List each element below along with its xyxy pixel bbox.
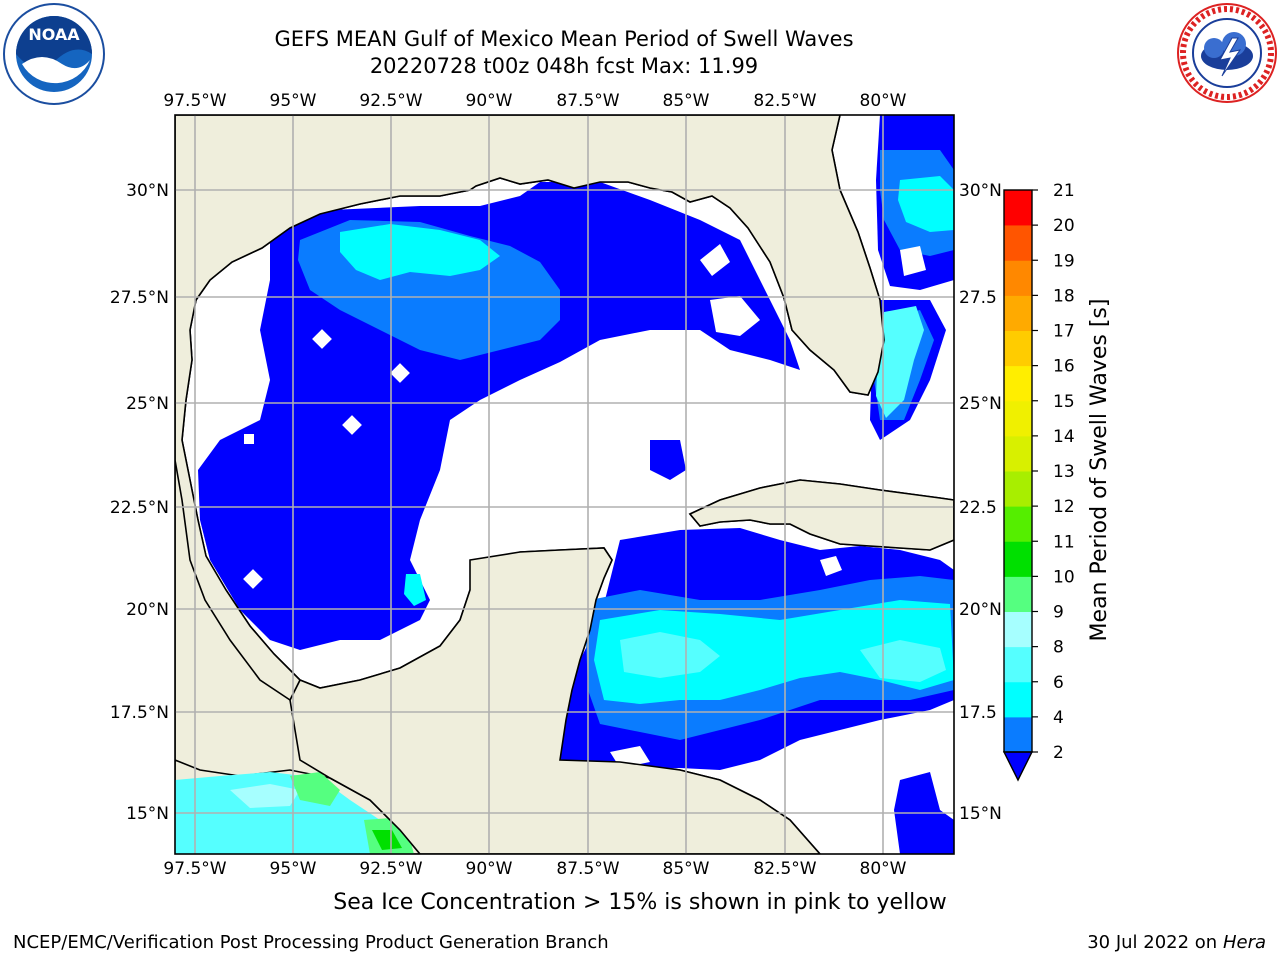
lon-label: 97.5°W [163, 859, 226, 879]
sea-ice-note: Sea Ice Concentration > 15% is shown in … [333, 890, 947, 915]
chart-title: GEFS MEAN Gulf of Mexico Mean Period of … [274, 27, 854, 51]
lat-label: 20°N [959, 600, 1002, 620]
lon-label: 82.5°W [753, 91, 816, 111]
colorbar-bin [1004, 225, 1032, 261]
lat-label: 15°N [959, 804, 1002, 824]
lon-labels-bottom: 97.5°W 95°W 92.5°W 90°W 87.5°W 85°W 82.5… [163, 859, 906, 879]
colorbar-tick-label: 8 [1053, 638, 1064, 658]
lat-label: 30°N [126, 181, 169, 201]
lon-label: 90°W [466, 859, 513, 879]
lat-label: 17.5 [959, 703, 997, 723]
lon-label: 85°W [663, 91, 710, 111]
svg-text:NOAA: NOAA [28, 25, 80, 44]
footer-host: Hera [1222, 932, 1266, 953]
colorbar-tick-label: 15 [1053, 392, 1075, 412]
national-weather-service-logo [1177, 3, 1277, 103]
colorbar-bin [1004, 365, 1032, 402]
lon-label: 87.5°W [556, 859, 619, 879]
lat-labels-right: 30°N 27.5 25°N 22.5 20°N 17.5 15°N [959, 181, 1002, 824]
footer-credit: NCEP/EMC/Verification Post Processing Pr… [13, 932, 609, 953]
colorbar: 2 4 6 8 9 10 11 12 13 14 15 16 17 18 19 20 21 [1002, 181, 1075, 782]
colorbar-bin [1004, 681, 1032, 718]
lat-label: 22.5 [959, 498, 997, 518]
lat-label: 15°N [126, 804, 169, 824]
colorbar-tick-label: 14 [1053, 427, 1075, 447]
lat-label: 17.5°N [110, 703, 169, 723]
map-content [175, 115, 954, 854]
colorbar-bin [1004, 506, 1032, 542]
colorbar-bin [1004, 400, 1032, 437]
map-frame [174, 114, 955, 855]
lat-label: 27.5°N [110, 288, 169, 308]
lon-label: 95°W [270, 91, 317, 111]
colorbar-tick-label: 13 [1053, 462, 1075, 482]
map-gridlines [175, 115, 954, 854]
colorbar-tick-label: 9 [1053, 603, 1064, 623]
lat-label: 27.5 [959, 288, 997, 308]
colorbar-tick-label: 12 [1053, 497, 1075, 517]
lon-label: 92.5°W [359, 859, 422, 879]
lat-label: 20°N [126, 600, 169, 620]
swell-9-12s [290, 772, 414, 854]
colorbar-bin [1004, 576, 1032, 612]
lon-label: 80°W [860, 91, 907, 111]
lon-label: 85°W [663, 859, 710, 879]
colorbar-under-triangle [1002, 751, 1034, 782]
lat-label: 30°N [959, 181, 1002, 201]
lat-labels-left: 30°N 27.5°N 25°N 22.5°N 20°N 17.5°N 15°N [110, 181, 169, 824]
lat-label: 22.5°N [110, 498, 169, 518]
colorbar-tick-label: 11 [1053, 532, 1075, 552]
colorbar-bin [1004, 471, 1032, 507]
colorbar-tick-label: 20 [1053, 216, 1075, 236]
footer-date: 30 Jul 2022 on Hera [1087, 932, 1266, 953]
colorbar-tick-label: 16 [1053, 357, 1075, 377]
colorbar-bin [1004, 435, 1032, 472]
swell-8-9s [230, 784, 300, 808]
lon-label: 90°W [466, 91, 513, 111]
colorbar-bin [1004, 611, 1032, 648]
colorbar-bin [1004, 330, 1032, 367]
lon-label: 95°W [270, 859, 317, 879]
lat-label: 25°N [126, 394, 169, 414]
colorbar-bin [1004, 295, 1032, 331]
colorbar-tick-label: 19 [1053, 251, 1075, 271]
lon-label: 92.5°W [359, 91, 422, 111]
lon-label: 82.5°W [753, 859, 816, 879]
noaa-logo: NOAA [3, 3, 105, 105]
chart-subtitle: 20220728 t00z 048h fcst Max: 11.99 [369, 54, 759, 78]
lon-label: 80°W [860, 859, 907, 879]
colorbar-bin [1004, 716, 1032, 753]
colorbar-tick-label: 17 [1053, 322, 1075, 342]
colorbar-tick-label: 21 [1053, 181, 1075, 201]
colorbar-bin [1004, 260, 1032, 296]
colorbar-tick-label: 6 [1053, 673, 1064, 693]
footer-date-text: 30 Jul 2022 on [1087, 932, 1223, 953]
colorbar-bin [1004, 190, 1032, 226]
lon-label: 87.5°W [556, 91, 619, 111]
colorbar-bin [1004, 541, 1032, 577]
lat-label: 25°N [959, 394, 1002, 414]
colorbar-tick-label: 2 [1053, 743, 1064, 763]
colorbar-tick-label: 4 [1053, 708, 1064, 728]
lon-label: 97.5°W [163, 91, 226, 111]
colorbar-tick-label: 10 [1053, 567, 1075, 587]
lon-labels-top: 97.5°W 95°W 92.5°W 90°W 87.5°W 85°W 82.5… [163, 91, 906, 111]
colorbar-tick-label: 18 [1053, 286, 1075, 306]
colorbar-label: Mean Period of Swell Waves [s] [1087, 299, 1112, 642]
colorbar-bin [1004, 646, 1032, 683]
